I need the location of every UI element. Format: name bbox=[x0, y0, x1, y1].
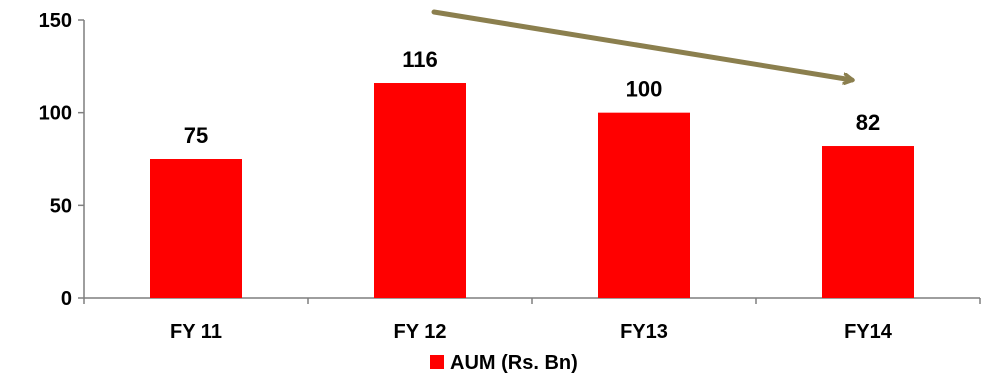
labels: 75 FY 11 116 FY 12 100 FY13 82 FY14 bbox=[170, 47, 893, 343]
trend-arrow bbox=[431, 9, 852, 80]
x-category-label: FY13 bbox=[620, 321, 668, 343]
x-category-label: FY 11 bbox=[170, 321, 222, 343]
data-label: 75 bbox=[184, 123, 208, 148]
y-tick-label: 100 bbox=[39, 103, 72, 125]
bar-fy14 bbox=[822, 146, 914, 298]
data-label: 116 bbox=[402, 47, 438, 72]
bar-fy-11 bbox=[150, 159, 242, 298]
bar-fy13 bbox=[598, 112, 690, 299]
y-tick-label: 50 bbox=[50, 195, 72, 217]
bar-fy-12 bbox=[374, 83, 466, 298]
bars bbox=[150, 83, 914, 299]
legend: AUM (Rs. Bn) bbox=[430, 352, 578, 374]
legend-swatch bbox=[430, 355, 444, 369]
annotations bbox=[431, 9, 852, 80]
y-tick-label: 0 bbox=[61, 288, 72, 310]
y-tick-label: 150 bbox=[39, 10, 72, 32]
x-category-label: FY14 bbox=[844, 321, 893, 343]
data-label: 82 bbox=[856, 110, 880, 135]
data-label: 100 bbox=[626, 77, 663, 102]
x-category-label: FY 12 bbox=[394, 321, 447, 343]
legend-label: AUM (Rs. Bn) bbox=[450, 352, 578, 374]
